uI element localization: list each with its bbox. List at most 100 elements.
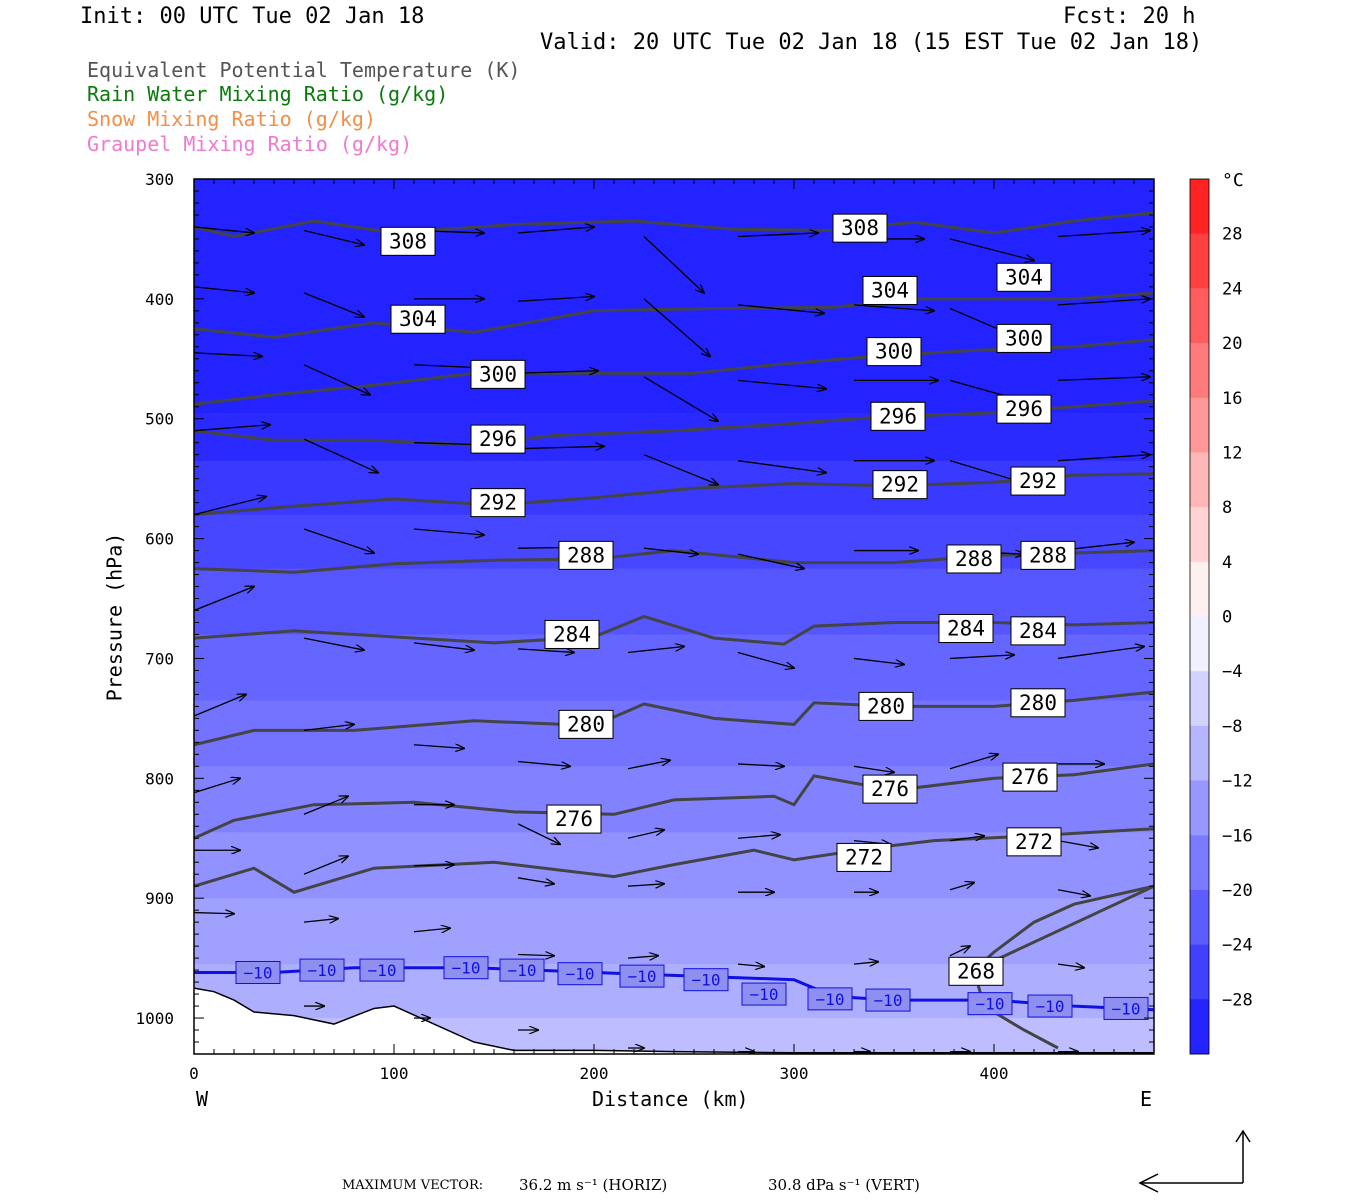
theta-e-label: 288: [558, 540, 614, 570]
wind-vector: [643, 454, 718, 485]
wind-vector: [303, 438, 378, 473]
svg-text:272: 272: [1015, 830, 1053, 854]
theta-e-label: 284: [938, 613, 994, 643]
wind-vector: [194, 913, 234, 914]
colorbar-label: −16: [1222, 826, 1253, 846]
wind-vector: [737, 304, 824, 313]
svg-text:292: 292: [479, 491, 517, 515]
isotherm-label: −10: [619, 964, 665, 988]
svg-text:308: 308: [841, 216, 879, 240]
wind-vector: [627, 830, 664, 839]
isotherm-label: −10: [741, 982, 787, 1006]
temperature-band: [194, 514, 1154, 570]
y-tick-label: 600: [145, 530, 174, 549]
wind-vector: [303, 229, 364, 245]
svg-text:308: 308: [389, 229, 427, 253]
wind-vector: [413, 528, 484, 535]
wind-vector: [1057, 840, 1098, 848]
svg-text:−10: −10: [308, 961, 337, 980]
theta-e-label: 308: [380, 226, 436, 256]
svg-text:−10: −10: [368, 961, 397, 980]
wind-vector: [303, 637, 364, 650]
colorbar-label: −24: [1222, 936, 1253, 956]
legend-theta-e: Equivalent Potential Temperature (K): [87, 58, 521, 82]
wind-vector: [643, 547, 698, 554]
svg-text:−10: −10: [1036, 997, 1065, 1016]
svg-text:300: 300: [875, 340, 913, 364]
svg-text:−10: −10: [976, 995, 1005, 1014]
colorbar-swatch: [1190, 999, 1209, 1055]
wind-vector: [517, 955, 554, 956]
wind-vector: [517, 446, 604, 448]
theta-e-label: 288: [1020, 540, 1076, 570]
wind-vector: [949, 836, 984, 842]
colorbar-swatch: [1190, 671, 1209, 727]
theta-e-contour: [194, 690, 1154, 747]
isotherm-label: −10: [443, 956, 489, 980]
colorbar-swatch: [1190, 889, 1209, 946]
wind-vector: [949, 754, 998, 770]
max-vector-vert: 30.8 dPa s⁻¹ (VERT): [768, 1176, 920, 1194]
y-axis-label: Pressure (hPa): [102, 532, 127, 702]
isotherm-label: −10: [499, 958, 545, 982]
terrain: [194, 988, 1154, 1054]
svg-text:268: 268: [957, 959, 995, 983]
x-tick-label: 300: [780, 1064, 809, 1083]
svg-text:296: 296: [1005, 397, 1043, 421]
colorbar-unit: °C: [1222, 170, 1244, 191]
wind-vector: [643, 376, 718, 421]
init-time: Init: 00 UTC Tue 02 Jan 18: [80, 4, 425, 29]
isotherm-label: −10: [807, 987, 853, 1011]
max-vector-prefix: MAXIMUM VECTOR:: [342, 1178, 484, 1193]
wind-vector: [1057, 231, 1150, 238]
svg-text:−10: −10: [452, 959, 481, 978]
svg-text:284: 284: [553, 622, 591, 646]
theta-e-label: 276: [1002, 762, 1058, 792]
svg-text:296: 296: [479, 427, 517, 451]
svg-text:304: 304: [871, 278, 909, 302]
theta-e-label: 304: [862, 275, 918, 305]
legend-rain: Rain Water Mixing Ratio (g/kg): [87, 82, 449, 106]
svg-text:284: 284: [947, 616, 985, 640]
isotherm-label: −10: [1103, 996, 1149, 1020]
theta-e-contour: [194, 762, 1154, 840]
theta-e-label: 276: [546, 804, 602, 834]
svg-text:−10: −10: [816, 990, 845, 1009]
wind-vector: [1057, 299, 1150, 306]
y-tick-label: 800: [145, 769, 174, 788]
theta-e-contour: [194, 614, 1154, 646]
wind-vector: [517, 760, 570, 767]
wind-vector: [194, 497, 266, 516]
colorbar-swatch: [1190, 835, 1209, 891]
colorbar-swatch: [1190, 725, 1209, 782]
temperature-band: [194, 179, 1154, 414]
wind-vector: [627, 956, 658, 958]
svg-text:292: 292: [1019, 469, 1057, 493]
colorbar-swatch: [1190, 944, 1209, 1000]
vector-scale-legend: [1138, 1129, 1251, 1193]
colorbar-label: 16: [1222, 389, 1242, 409]
theta-e-label: 288: [946, 544, 1002, 574]
svg-text:280: 280: [867, 694, 905, 718]
wind-vector: [949, 946, 970, 957]
wind-vector: [303, 292, 364, 317]
colorbar-swatch: [1190, 233, 1209, 289]
isotherm-label: −10: [235, 960, 281, 984]
wind-vector: [194, 226, 254, 233]
wind-vector: [949, 655, 1014, 659]
theta-e-contour: [194, 827, 1154, 894]
colorbar-label: −8: [1222, 717, 1242, 737]
theta-e-label: 292: [872, 470, 928, 500]
svg-text:276: 276: [555, 807, 593, 831]
wind-vector: [737, 379, 826, 388]
svg-text:−10: −10: [244, 963, 273, 982]
colorbar-swatch: [1190, 179, 1209, 235]
theta-e-label: 276: [862, 774, 918, 804]
svg-text:276: 276: [1011, 765, 1049, 789]
svg-text:−10: −10: [692, 971, 721, 990]
theta-e-label: 272: [1006, 827, 1062, 857]
colorbar-label: 0: [1222, 608, 1232, 628]
svg-text:292: 292: [881, 473, 919, 497]
wind-vector: [303, 364, 370, 395]
wind-vector: [303, 528, 374, 553]
